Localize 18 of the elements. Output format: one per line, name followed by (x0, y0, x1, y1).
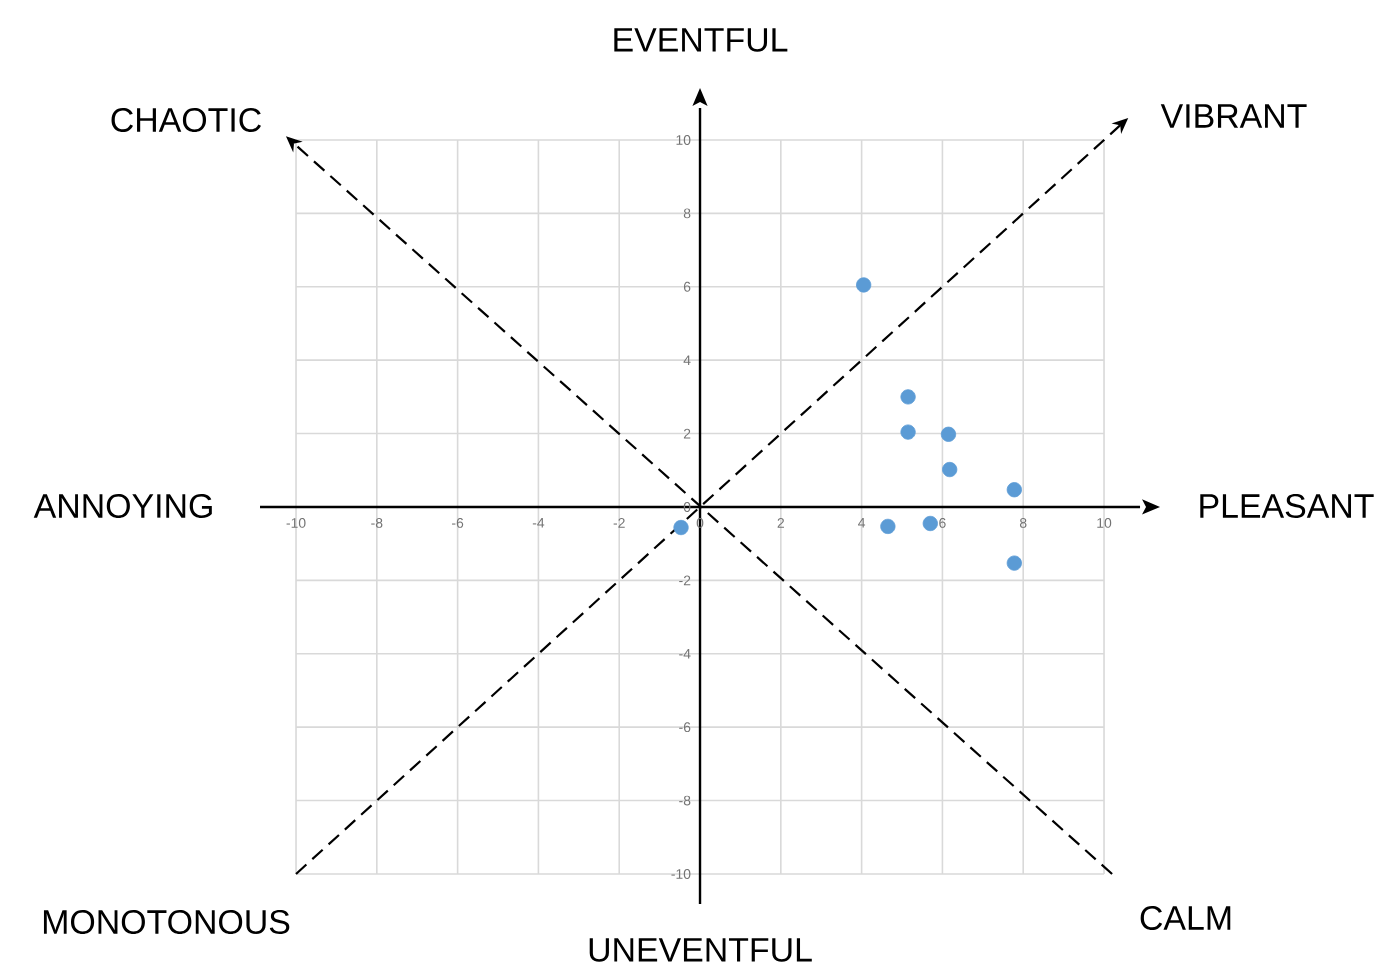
point (922, 515, 938, 532)
point (856, 277, 872, 293)
text: CHAOTIC (111, 107, 261, 132)
point (900, 424, 916, 440)
point (1006, 482, 1022, 498)
text: UNEVENTFUL (589, 938, 812, 962)
text: ANNOYING (33, 493, 212, 518)
text: EVENTFUL (614, 28, 788, 52)
point (1006, 555, 1022, 571)
text: PLEASANT (1200, 493, 1374, 518)
text: CALM (1140, 905, 1231, 930)
text: MONOTONOUS (43, 909, 290, 934)
text: VIBRANT (1160, 104, 1307, 128)
point (940, 426, 957, 442)
point (880, 518, 896, 535)
point (942, 461, 958, 478)
point (673, 519, 689, 536)
point (900, 389, 916, 405)
